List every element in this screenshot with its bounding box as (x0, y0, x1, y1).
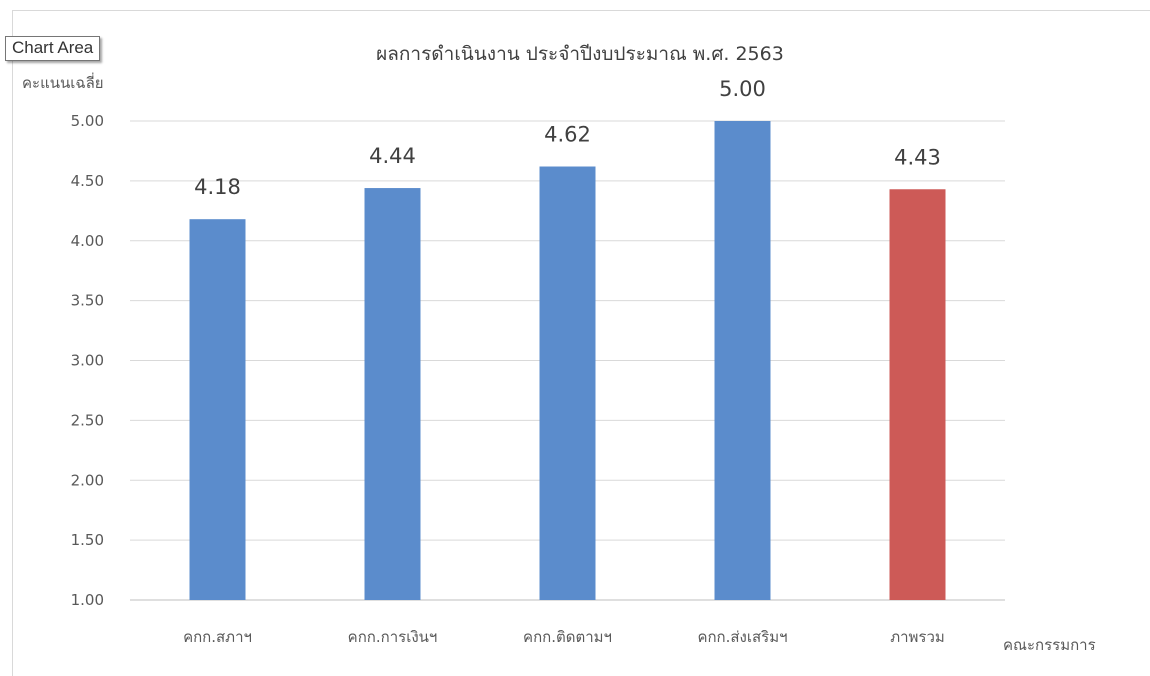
x-category-label: คกก.การเงินฯ (348, 628, 438, 646)
bar[interactable] (714, 121, 771, 600)
data-label: 4.43 (894, 145, 941, 169)
x-axis-categories: คกก.สภาฯ คกก.การเงินฯ คกก.ติดตามฯ คกก.ส่งเส… (183, 628, 945, 646)
chart-title: ผลการดำเนินงาน ประจำปีงบประมาณ พ.ศ. 2563 (376, 43, 784, 65)
bar[interactable] (889, 189, 946, 600)
y-tick-label: 3.00 (71, 352, 104, 370)
x-category-label: ภาพรวม (890, 628, 945, 646)
bars (189, 121, 946, 600)
y-tick-label: 1.50 (71, 531, 104, 549)
y-axis-title: คะแนนเฉลี่ย (22, 72, 104, 92)
bar[interactable] (189, 219, 246, 600)
data-labels: 4.18 4.44 4.62 5.00 4.43 (194, 77, 941, 199)
y-tick-label: 2.50 (71, 411, 104, 429)
y-axis-ticks: 1.00 1.50 2.00 2.50 3.00 3.50 4.00 4.50 5.00 (71, 112, 104, 609)
x-axis-title: คณะกรรมการ (1003, 636, 1096, 654)
data-label: 4.44 (369, 144, 416, 168)
data-label: 5.00 (719, 77, 766, 101)
x-category-label: คกก.ติดตามฯ (523, 628, 612, 646)
x-category-label: คกก.ส่งเสริมฯ (697, 628, 787, 646)
y-tick-label: 4.50 (71, 172, 104, 190)
chart-area-tooltip: Chart Area (5, 36, 101, 61)
chart-area[interactable] (12, 10, 1150, 676)
y-tick-label: 1.00 (71, 591, 104, 609)
bar[interactable] (364, 188, 421, 600)
bar[interactable] (539, 166, 596, 600)
y-tick-label: 5.00 (71, 112, 104, 130)
y-tick-label: 3.50 (71, 292, 104, 310)
data-label: 4.18 (194, 175, 241, 199)
y-tick-label: 4.00 (71, 232, 104, 250)
x-category-label: คกก.สภาฯ (183, 628, 252, 646)
y-tick-label: 2.00 (71, 471, 104, 489)
data-label: 4.62 (544, 123, 591, 147)
